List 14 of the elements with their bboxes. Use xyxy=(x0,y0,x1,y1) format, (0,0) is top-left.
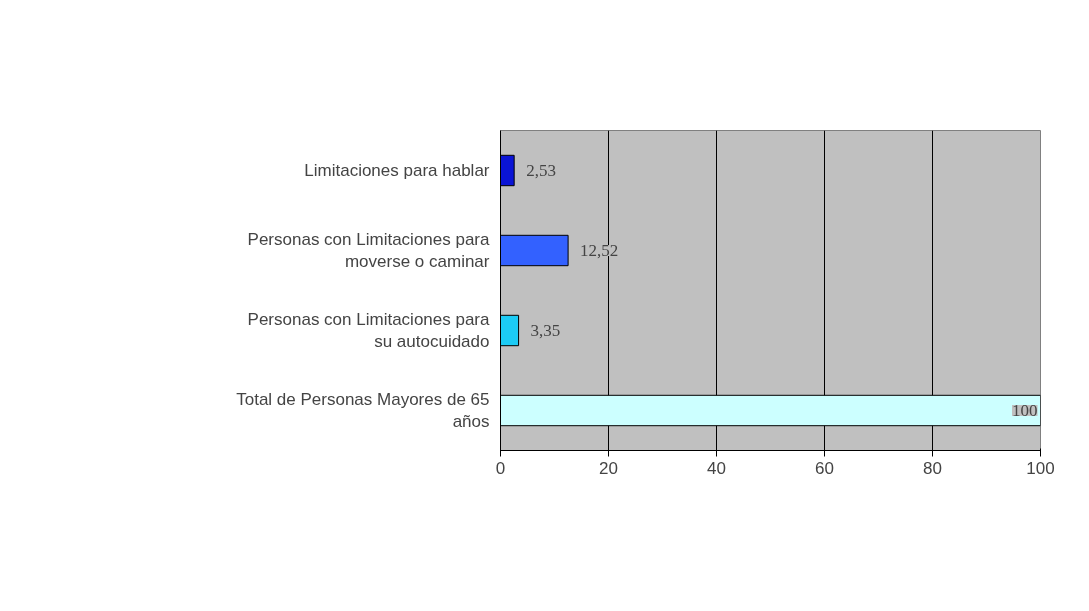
x-tick-label: 0 xyxy=(495,458,506,478)
y-tick-label: Personas con Limitaciones para moverse o caminar xyxy=(247,229,491,272)
data-label: 12,52 xyxy=(580,241,619,260)
data-label: 100 xyxy=(1012,401,1038,420)
x-tick-label: 40 xyxy=(707,458,726,478)
y-tick-label: Total de Personas Mayores de 65 años xyxy=(236,389,490,432)
x-tick-label: 100 xyxy=(1026,458,1055,478)
x-tick-label: 60 xyxy=(815,458,834,478)
y-tick-label: Limitaciones para hablar xyxy=(304,161,490,180)
data-label: 2,53 xyxy=(526,161,556,180)
data-label: 3,35 xyxy=(530,321,561,340)
x-tick-label: 80 xyxy=(923,458,942,478)
y-tick-label: Personas con Limitaciones para su autocuidado xyxy=(247,309,491,352)
x-tick-label: 20 xyxy=(599,458,618,478)
